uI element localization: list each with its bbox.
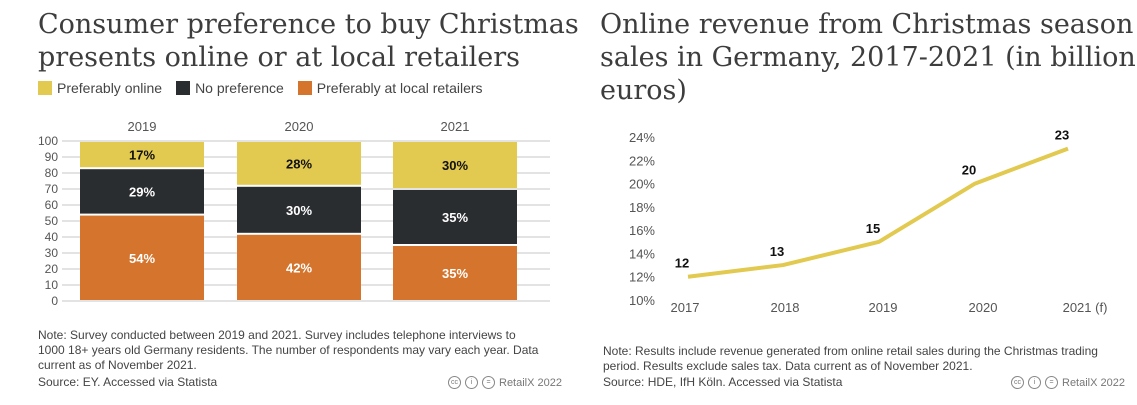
data-label: 12 bbox=[675, 256, 689, 271]
credit-text: RetailX 2022 bbox=[1062, 376, 1125, 389]
legend-item: Preferably online bbox=[38, 80, 162, 96]
data-label: 15 bbox=[866, 221, 880, 236]
data-label: 54% bbox=[129, 251, 155, 266]
bar-segment bbox=[393, 246, 517, 300]
y-tick-label: 20 bbox=[45, 262, 59, 276]
legend: Preferably online No preference Preferably… bbox=[38, 80, 483, 96]
category-label: 2019 bbox=[128, 119, 157, 134]
x-tick-label: 2019 bbox=[869, 300, 898, 315]
x-tick-label: 2020 bbox=[969, 300, 998, 315]
left-chart-title: Consumer preference to buy Christmas pres… bbox=[38, 8, 579, 74]
y-tick-label: 12% bbox=[629, 270, 655, 285]
legend-label: Preferably online bbox=[57, 80, 163, 96]
data-label: 42% bbox=[286, 260, 312, 275]
y-tick-label: 100 bbox=[38, 134, 58, 148]
note-line: Note: Survey conducted between 2019 and … bbox=[38, 328, 516, 342]
legend-label: No preference bbox=[195, 80, 284, 96]
data-label: 29% bbox=[129, 184, 155, 199]
category-label: 2021 bbox=[441, 119, 470, 134]
data-label: 17% bbox=[129, 148, 155, 163]
right-chart-title: Online revenue from Christmas season sale… bbox=[600, 8, 1136, 107]
y-tick-label: 22% bbox=[629, 153, 655, 168]
y-tick-label: 50 bbox=[45, 214, 59, 228]
left-source: Source: EY. Accessed via Statista bbox=[38, 375, 218, 389]
y-tick-label: 70 bbox=[45, 182, 59, 196]
bar-segment bbox=[393, 190, 517, 244]
by-icon: i bbox=[1028, 376, 1041, 389]
y-tick-label: 30 bbox=[45, 246, 59, 260]
bar-segment bbox=[393, 142, 517, 188]
data-label: 30% bbox=[286, 203, 312, 218]
bar-segment bbox=[80, 169, 204, 214]
right-note: Note: Results include revenue generated … bbox=[603, 344, 1098, 374]
y-tick-label: 60 bbox=[45, 198, 59, 212]
note-line: 1000 18+ years old Germany residents. Th… bbox=[38, 343, 539, 357]
x-tick-label: 2018 bbox=[771, 300, 800, 315]
title-line: Consumer preference to buy Christmas bbox=[38, 9, 579, 40]
legend-swatch bbox=[176, 81, 191, 95]
credit-text: RetailX 2022 bbox=[499, 376, 562, 389]
x-tick-label: 2017 bbox=[671, 300, 700, 315]
note-line: period. Results exclude sales tax. Data … bbox=[603, 359, 973, 373]
note-line: current as of November 2021. bbox=[38, 358, 197, 372]
y-tick-label: 20% bbox=[629, 177, 655, 192]
y-tick-label: 10 bbox=[45, 278, 59, 292]
category-label: 2020 bbox=[285, 119, 314, 134]
data-label: 35% bbox=[442, 266, 468, 281]
note-line: Note: Results include revenue generated … bbox=[603, 344, 1098, 358]
title-line: sales in Germany, 2017-2021 (in billion bbox=[600, 42, 1136, 73]
data-label: 30% bbox=[442, 158, 468, 173]
left-credit: cc i = RetailX 2022 bbox=[448, 376, 562, 389]
right-credit: cc i = RetailX 2022 bbox=[1011, 376, 1125, 389]
right-source: Source: HDE, IfH Köln. Accessed via Stat… bbox=[603, 375, 843, 389]
data-label: 20 bbox=[962, 163, 976, 178]
bar-segment bbox=[237, 234, 361, 300]
by-icon: i bbox=[465, 376, 478, 389]
title-line: Online revenue from Christmas season bbox=[600, 9, 1134, 40]
title-line: euros) bbox=[600, 75, 687, 106]
data-label: 28% bbox=[286, 156, 312, 171]
data-label: 35% bbox=[442, 210, 468, 225]
legend-item: No preference bbox=[176, 80, 284, 96]
cc-icon: cc bbox=[1011, 376, 1024, 389]
y-tick-label: 0 bbox=[51, 294, 58, 308]
title-line: presents online or at local retailers bbox=[38, 42, 520, 73]
legend-label: Preferably at local retailers bbox=[316, 80, 483, 96]
bar-segment bbox=[237, 142, 361, 185]
y-tick-label: 90 bbox=[45, 150, 59, 164]
y-tick-label: 16% bbox=[629, 223, 655, 238]
y-tick-label: 24% bbox=[629, 130, 655, 145]
legend-swatch bbox=[38, 81, 52, 95]
x-tick-label: 2021 (f) bbox=[1063, 300, 1108, 315]
left-note: Note: Survey conducted between 2019 and … bbox=[38, 328, 538, 373]
legend-swatch bbox=[297, 81, 312, 95]
line-series bbox=[687, 146, 1069, 279]
cc-icon: cc bbox=[448, 376, 461, 389]
y-tick-label: 40 bbox=[45, 230, 59, 244]
bar-segment bbox=[80, 142, 204, 168]
y-tick-label: 80 bbox=[45, 166, 59, 180]
bar-segment bbox=[80, 215, 204, 300]
data-label: 13 bbox=[770, 244, 784, 259]
legend-item: Preferably at local retailers bbox=[297, 80, 483, 96]
nd-icon: = bbox=[1045, 376, 1058, 389]
y-tick-label: 18% bbox=[629, 200, 655, 215]
y-tick-label: 10% bbox=[629, 293, 655, 308]
bar-segment bbox=[237, 186, 361, 233]
nd-icon: = bbox=[482, 376, 495, 389]
y-tick-label: 14% bbox=[629, 246, 655, 261]
data-label: 23 bbox=[1055, 128, 1069, 143]
